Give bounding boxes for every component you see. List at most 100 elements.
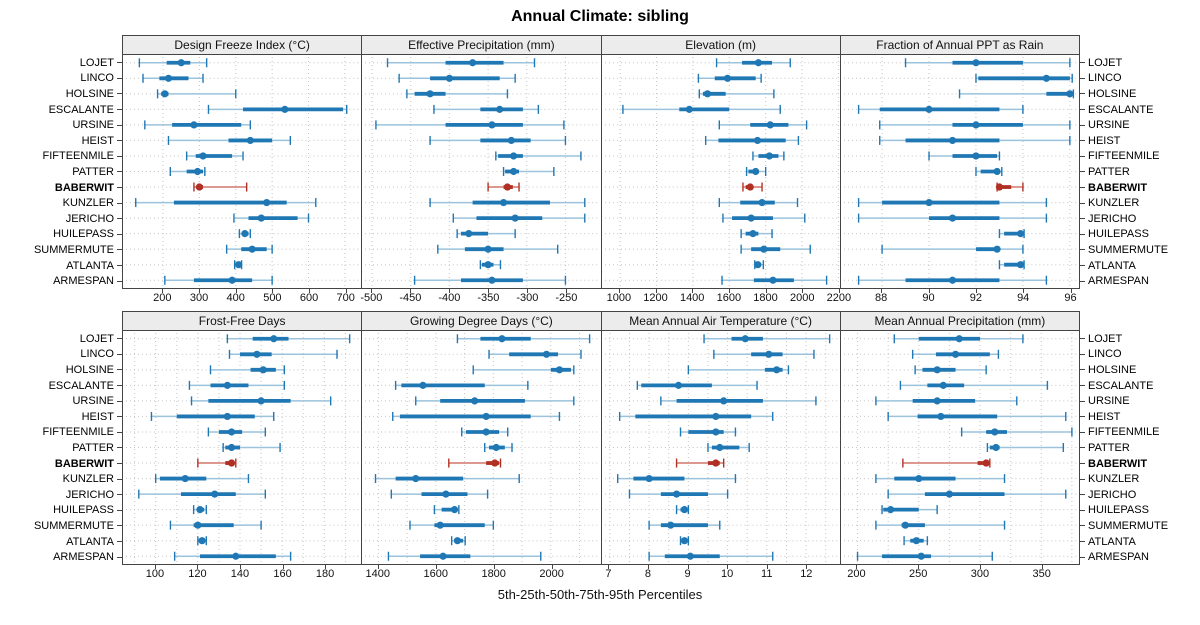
site-label-kunzler: KUNZLER <box>0 471 122 487</box>
median-dot <box>263 198 271 207</box>
panel-plot-area <box>600 55 841 289</box>
panel-mean-annual-air-temperature-c: Mean Annual Air Temperature (°C) 7 8 9 10 11 1… <box>600 311 841 581</box>
panels-row: Frost-Free Days 100 120 140 160 180 Growing De… <box>122 311 1080 581</box>
median-dot <box>543 350 551 358</box>
axis-tick <box>838 289 840 293</box>
median-dot <box>711 459 719 467</box>
median-dot <box>766 121 774 129</box>
row-tick <box>1080 62 1085 64</box>
axis-tick <box>806 565 808 569</box>
median-dot <box>164 74 173 82</box>
site-label-linco: LINCO <box>0 71 122 87</box>
row-tick <box>117 187 122 189</box>
row-tick <box>1080 124 1085 126</box>
axis-tick-label: 92 <box>969 292 982 304</box>
median-dot <box>748 230 757 238</box>
site-label-atlanta: ATLANTA <box>1080 534 1200 550</box>
median-dot <box>917 552 925 560</box>
row-tick <box>1080 509 1085 511</box>
median-dot <box>703 90 711 98</box>
axis-tick <box>493 565 495 569</box>
site-label-ursine: URSINE <box>1080 393 1200 409</box>
axis-tick-label: -300 <box>516 292 539 304</box>
axis-tick <box>728 289 730 293</box>
site-label-huilepass: HUILEPASS <box>1080 227 1200 243</box>
axis-tick-label: 200 <box>153 292 172 304</box>
axis-tick <box>802 289 804 293</box>
row-tick <box>117 233 122 235</box>
row-tick <box>1080 525 1085 527</box>
median-dot <box>228 276 236 284</box>
site-label-lojet: LOJET <box>0 55 122 71</box>
panel-svg <box>365 57 598 286</box>
median-dot <box>482 412 490 421</box>
site-label-armespan: ARMESPAN <box>1080 273 1200 289</box>
axis-tick-label: -500 <box>360 292 383 304</box>
site-label-ursine: URSINE <box>1080 117 1200 133</box>
axis-tick <box>856 565 858 569</box>
median-dot <box>680 506 688 514</box>
row-tick <box>117 140 122 142</box>
axis-tick <box>239 565 241 569</box>
median-dot <box>948 136 956 145</box>
panel-header: Fraction of Annual PPT as Rain <box>839 35 1080 55</box>
axis-tick-label: 2200 <box>826 292 852 304</box>
axis-tick-label: 2000 <box>789 292 815 304</box>
site-label-jericho: JERICHO <box>1080 487 1200 503</box>
row-tick <box>1080 400 1085 402</box>
site-label-atlanta: ATLANTA <box>1080 258 1200 274</box>
panel-band: LOJET LINCO HOLSINE ESCALANTE URSINE HEIST FIF… <box>0 35 1200 305</box>
axis-tick-label: 300 <box>970 568 990 580</box>
axis-tick <box>272 289 274 293</box>
row-tick <box>117 525 122 527</box>
row-tick <box>117 369 122 371</box>
axis-tick-label: 500 <box>263 292 282 304</box>
site-label-jericho: JERICHO <box>0 487 122 503</box>
row-tick <box>117 93 122 95</box>
site-label-baberwit: BABERWIT <box>0 456 122 472</box>
axis-tick-label: 200 <box>847 568 866 580</box>
row-tick <box>1080 385 1085 387</box>
axis-tick <box>449 289 451 293</box>
axis-tick-label: 1600 <box>423 568 448 580</box>
panel-svg <box>843 333 1077 562</box>
site-label-linco: LINCO <box>1080 71 1200 87</box>
median-dot <box>488 121 496 129</box>
axis-tick <box>881 289 883 293</box>
median-dot <box>1066 90 1074 98</box>
median-dot <box>753 261 761 269</box>
median-dot <box>556 366 564 374</box>
axis-tick <box>282 565 284 569</box>
axis-tick-label: 11 <box>761 568 773 580</box>
axis-tick <box>371 289 373 293</box>
median-dot <box>248 245 256 253</box>
median-dot <box>925 198 933 207</box>
axis-tick <box>928 289 930 293</box>
row-tick <box>117 353 122 355</box>
axis-tick-label: 96 <box>1064 292 1077 304</box>
panel-x-axis: 88 90 92 94 96 <box>840 289 1080 305</box>
median-dot <box>211 490 219 498</box>
median-dot <box>232 552 240 560</box>
median-dot <box>257 214 265 222</box>
row-tick <box>1080 369 1085 371</box>
median-dot <box>645 474 653 483</box>
site-label-kunzler: KUNZLER <box>1080 471 1200 487</box>
axis-tick-label: 1800 <box>753 292 778 304</box>
axis-tick-label: 1200 <box>643 292 668 304</box>
median-dot <box>982 459 990 467</box>
site-label-armespan: ARMESPAN <box>1080 549 1200 565</box>
panel-fraction-of-annual-ppt-as-rain: Fraction of Annual PPT as Rain 88 90 92 94 96 <box>839 35 1080 305</box>
median-dot <box>161 90 169 98</box>
panel-x-axis: 1000 1200 1400 1600 1800 2000 2200 <box>601 289 851 305</box>
axis-tick-label: 160 <box>273 568 292 580</box>
row-tick <box>117 556 122 558</box>
median-dot <box>227 459 236 467</box>
row-tick <box>1080 171 1085 173</box>
panel-svg <box>365 333 598 562</box>
site-label-huilepass: HUILEPASS <box>0 227 122 243</box>
row-tick <box>1080 353 1085 355</box>
axis-tick <box>647 565 649 569</box>
median-dot <box>270 335 278 343</box>
panel-frost-free-days: Frost-Free Days 100 120 140 160 180 <box>122 311 363 581</box>
